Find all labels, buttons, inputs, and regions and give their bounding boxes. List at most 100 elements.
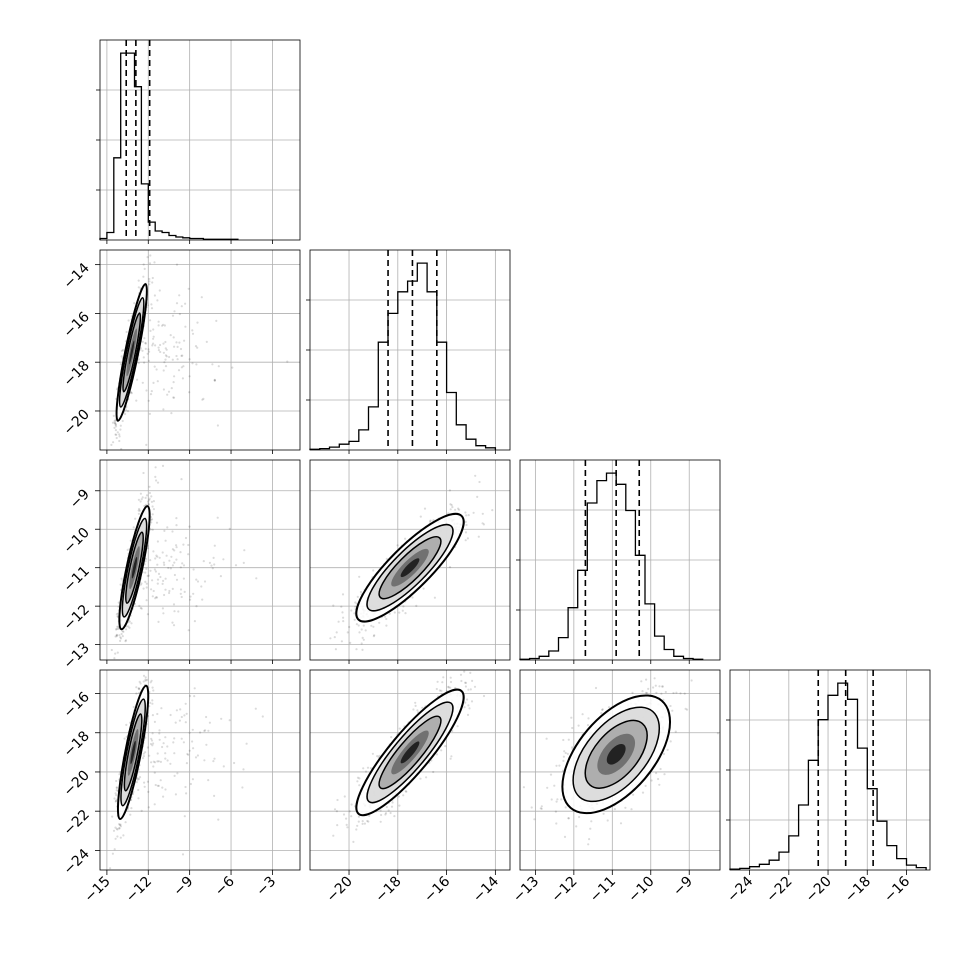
sample-point	[149, 254, 152, 257]
sample-point	[195, 578, 198, 581]
panel-frame	[99, 249, 301, 451]
sample-point	[342, 616, 345, 619]
sample-point	[243, 549, 246, 552]
sample-point	[150, 307, 154, 310]
sample-point	[361, 820, 364, 823]
sample-point	[464, 539, 467, 542]
sample-point	[405, 790, 408, 793]
sample-point	[113, 426, 116, 429]
sample-point	[466, 537, 469, 540]
sample-point	[342, 620, 345, 623]
sample-point	[143, 781, 146, 784]
sample-point	[141, 757, 145, 760]
sample-point	[140, 582, 143, 585]
sample-point	[412, 708, 415, 711]
sample-point	[359, 590, 362, 594]
sample-point	[114, 837, 117, 840]
sample-point	[586, 724, 590, 727]
sample-point	[202, 397, 205, 400]
sample-point	[148, 485, 151, 488]
sample-point	[210, 564, 213, 567]
sample-point	[149, 329, 152, 332]
sample-point	[228, 719, 231, 722]
sample-point	[112, 829, 116, 832]
sample-point	[137, 362, 140, 365]
sample-point	[179, 592, 182, 595]
sample-point	[170, 555, 173, 558]
sample-point	[372, 625, 375, 628]
sample-point	[162, 742, 165, 745]
sample-point	[146, 613, 149, 616]
sample-point	[181, 377, 184, 380]
sample-point	[176, 345, 179, 348]
sample-point	[118, 435, 121, 438]
sample-point	[449, 686, 452, 689]
sample-point	[138, 776, 142, 779]
sample-point	[143, 785, 146, 788]
sample-point	[199, 731, 202, 734]
sample-point	[156, 540, 159, 543]
sample-point	[155, 596, 158, 599]
sample-point	[341, 611, 344, 614]
sample-point	[121, 348, 125, 352]
sample-point	[449, 680, 453, 684]
sample-point	[154, 597, 157, 600]
sample-point	[139, 500, 142, 503]
sample-point	[192, 592, 195, 595]
sample-point	[152, 328, 155, 331]
sample-point	[176, 358, 179, 361]
sample-point	[168, 591, 171, 595]
sample-point	[189, 598, 192, 601]
sample-point	[119, 424, 122, 427]
sample-point	[587, 717, 590, 720]
sample-point	[469, 671, 472, 675]
sample-point	[149, 701, 152, 705]
sample-point	[160, 707, 163, 710]
sample-point	[563, 750, 566, 753]
sample-point	[113, 657, 116, 660]
sample-point	[578, 815, 581, 819]
sample-point	[151, 714, 154, 717]
sample-point	[148, 280, 151, 283]
sample-point	[166, 526, 169, 529]
sample-point	[491, 509, 494, 512]
sample-point	[114, 423, 117, 427]
sample-point	[162, 388, 165, 391]
sample-point	[180, 478, 183, 481]
sample-point	[385, 805, 388, 809]
sample-point	[119, 836, 122, 839]
sample-point	[150, 588, 153, 591]
sample-point	[154, 466, 157, 469]
sample-point	[393, 611, 396, 614]
sample-point	[482, 694, 486, 698]
sample-point	[157, 784, 160, 788]
sample-point	[144, 571, 147, 574]
sample-point	[180, 305, 183, 308]
sample-point	[422, 587, 425, 590]
sample-point	[175, 524, 178, 527]
sample-point	[385, 617, 388, 621]
sample-point	[144, 342, 147, 345]
sample-point	[433, 596, 436, 599]
sample-point	[391, 801, 394, 804]
sample-point	[336, 824, 339, 827]
sample-point	[212, 760, 215, 763]
sample-point	[215, 319, 218, 322]
sample-point	[371, 752, 374, 755]
sample-point	[145, 389, 148, 392]
sample-point	[411, 596, 414, 599]
sample-point	[200, 585, 203, 588]
sample-point	[464, 681, 467, 684]
sample-point	[402, 605, 405, 608]
panel-frame	[99, 459, 301, 661]
sample-point	[161, 551, 164, 554]
sample-point	[110, 648, 113, 652]
sample-point	[162, 561, 165, 564]
sample-point	[653, 677, 656, 680]
sample-point	[177, 610, 180, 613]
sample-point	[346, 631, 349, 634]
sample-point	[115, 635, 118, 638]
sample-point	[124, 409, 128, 412]
sample-point	[158, 732, 161, 735]
sample-point	[113, 421, 116, 424]
